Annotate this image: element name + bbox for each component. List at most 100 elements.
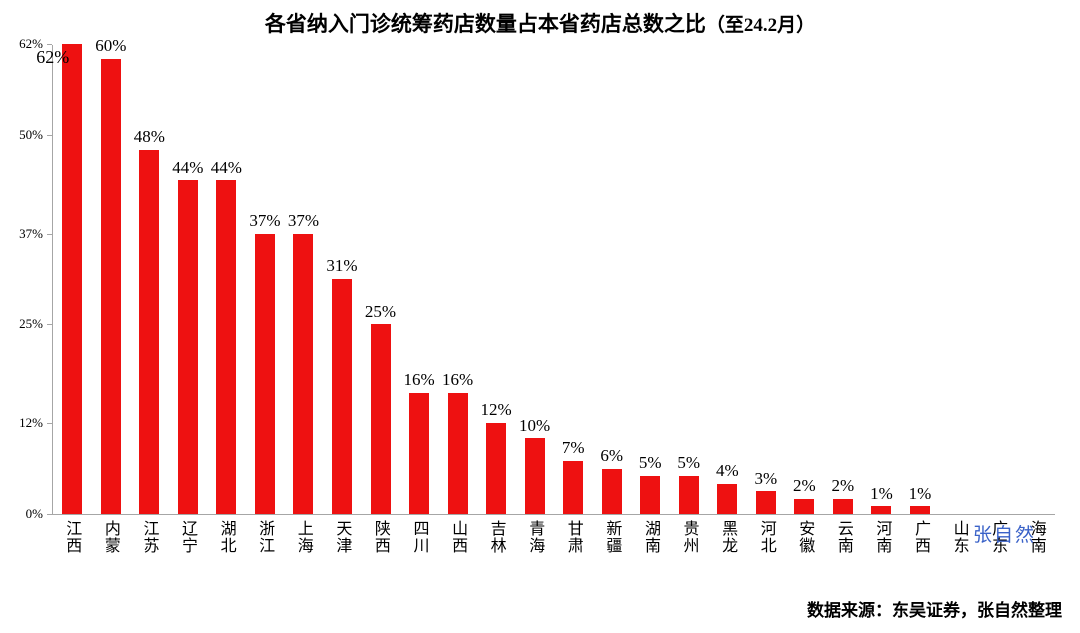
bar-slot: 5% <box>631 45 670 514</box>
bar-山西 <box>447 392 468 514</box>
bar-slot: 5% <box>670 45 709 514</box>
bar-value-label: 12% <box>480 400 512 420</box>
bar-slot <box>1016 45 1055 514</box>
bar-value-label: 10% <box>519 415 551 435</box>
bar-value-label: 1% <box>870 483 893 503</box>
x-axis-label-text: 贵州 <box>680 520 698 554</box>
bar-浙江 <box>254 233 275 514</box>
bar-value-label: 37% <box>249 210 281 230</box>
x-axis-label-海南: 海南 <box>1016 517 1055 554</box>
bar-slot: 62% <box>36 44 92 514</box>
bar-value-label: 7% <box>561 438 585 458</box>
x-axis-label-辽宁: 辽宁 <box>168 517 207 554</box>
bar-slot: 12% <box>477 45 516 514</box>
y-axis-tick <box>47 423 52 425</box>
x-axis-label-安徽: 安徽 <box>785 517 824 554</box>
bar-slot: 2% <box>785 45 824 514</box>
x-axis-label-吉林: 吉林 <box>476 517 515 554</box>
bar-陕西 <box>370 324 391 514</box>
x-axis-labels-row: 江西 内蒙 江苏 辽宁 湖北 浙江 上海 天津 陕西 四川 山西 吉林 青海 甘肃 新疆 湖南 贵州 黑龙 河北 安徽… <box>52 517 1055 554</box>
bar-slot: 6% <box>592 45 631 514</box>
bars-row: 62% 60% 48% 44% 44% 37% 37% 31% 25% 16% 16% 12% 10% 7… <box>36 37 1055 514</box>
x-axis-label-text: 陕西 <box>371 520 389 554</box>
bar-新疆 <box>601 468 622 514</box>
x-axis-label-text: 内蒙 <box>101 520 119 554</box>
bar-辽宁 <box>177 180 198 514</box>
x-axis-label-广西: 广西 <box>901 517 940 554</box>
bar-slot <box>978 45 1017 514</box>
bar-云南 <box>832 498 853 514</box>
bar-slot: 1% <box>862 45 901 514</box>
bar-slot: 1% <box>901 45 940 514</box>
bar-内蒙 <box>100 59 121 514</box>
x-axis-label-青海: 青海 <box>515 517 554 554</box>
x-axis-label-text: 青海 <box>526 520 544 554</box>
x-axis-label-浙江: 浙江 <box>245 517 284 554</box>
x-axis-label-text: 安徽 <box>796 520 814 554</box>
bar-湖北 <box>216 180 237 514</box>
data-source-note: 数据来源：东吴证券，张自然整理 <box>807 601 1062 620</box>
chart-title: 各省纳入门诊统筹药店数量占本省药店总数之比（至24.2月） <box>0 8 1080 38</box>
watermark: 张自然 <box>972 525 1036 546</box>
y-axis: 0% 12% 25% 37% 50% 62% <box>0 36 52 521</box>
x-axis-label-text: 辽宁 <box>179 520 197 554</box>
plot-area: 62% 60% 48% 44% 44% 37% 37% 31% 25% 16% 16% 12% 10% 7… <box>36 37 1055 515</box>
y-axis-tick-label: 12% <box>19 415 43 431</box>
x-axis-label-text: 天津 <box>333 520 351 554</box>
bar-value-label: 1% <box>908 483 932 503</box>
x-axis-label-text: 浙江 <box>256 520 274 554</box>
x-axis-label-text: 广东 <box>989 520 1007 554</box>
x-axis-label-text: 山西 <box>449 520 467 554</box>
x-axis-label-text: 河北 <box>757 520 775 554</box>
bar-slot: 10% <box>515 45 554 514</box>
bar-slot: 16% <box>400 45 439 514</box>
bar-河北 <box>755 491 776 514</box>
bar-value-label: 48% <box>133 127 165 147</box>
x-axis-label-内蒙: 内蒙 <box>91 517 130 554</box>
bar-slot: 60% <box>92 37 131 514</box>
y-axis-tick <box>47 514 52 515</box>
bar-slot: 16% <box>438 45 477 514</box>
bar-吉林 <box>486 423 507 514</box>
x-axis-label-湖南: 湖南 <box>631 517 670 554</box>
bar-value-label: 44% <box>172 157 204 177</box>
x-axis-label-text: 云南 <box>834 520 852 554</box>
x-axis-label-text: 吉林 <box>487 520 505 554</box>
x-axis-label-四川: 四川 <box>399 517 438 554</box>
bar-slot: 44% <box>207 45 246 514</box>
y-axis-tick-label: 50% <box>19 126 43 142</box>
x-axis-label-text: 四川 <box>410 520 428 554</box>
y-axis-tick-label: 37% <box>19 225 43 241</box>
x-axis-label-新疆: 新疆 <box>592 517 631 554</box>
bar-value-label: 60% <box>95 36 127 56</box>
bar-slot: 48% <box>130 45 169 514</box>
bar-slot: 44% <box>169 45 208 514</box>
x-axis-label-text: 山东 <box>950 520 968 554</box>
y-axis-tick <box>47 44 52 45</box>
x-axis-label-陕西: 陕西 <box>361 517 400 554</box>
bar-黑龙 <box>717 483 738 514</box>
bar-四川 <box>409 392 430 514</box>
bar-value-label: 5% <box>677 453 701 473</box>
x-axis-label-text: 新疆 <box>603 520 621 554</box>
x-axis-label-江西: 江西 <box>52 517 91 554</box>
x-axis-label-贵州: 贵州 <box>669 517 708 554</box>
bar-value-label: 25% <box>364 301 397 321</box>
bar-湖南 <box>640 476 661 514</box>
x-axis-label-text: 湖南 <box>641 520 659 554</box>
y-axis-tick-label: 0% <box>25 506 43 521</box>
x-axis-label-上海: 上海 <box>283 517 322 554</box>
bar-江苏 <box>139 150 160 514</box>
x-axis-label-text: 河南 <box>873 520 891 554</box>
bar-value-label: 44% <box>210 157 242 177</box>
x-axis-label-湖北: 湖北 <box>206 517 245 554</box>
x-axis-label-黑龙: 黑龙 <box>708 517 747 554</box>
bar-slot: 2% <box>824 45 863 514</box>
bar-value-label: 37% <box>287 210 320 230</box>
bar-value-label: 4% <box>715 461 739 480</box>
bar-上海 <box>293 233 314 514</box>
bar-value-label: 5% <box>638 453 662 473</box>
y-axis-tick <box>47 233 52 235</box>
bar-青海 <box>524 438 545 514</box>
x-axis-label-广东: 广东 <box>978 517 1017 554</box>
